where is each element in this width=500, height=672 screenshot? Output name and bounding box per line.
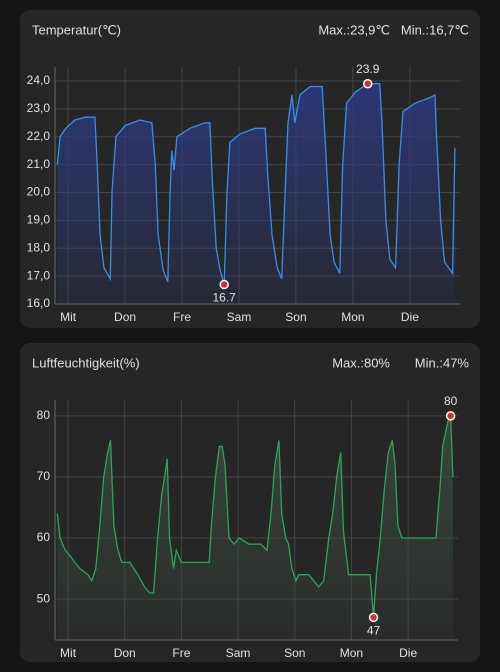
x-tick-label: Mit xyxy=(60,310,77,324)
y-tick-label: 50 xyxy=(37,591,51,605)
y-tick-label: 21,0 xyxy=(27,157,51,171)
min-label: Min.:47% xyxy=(415,355,470,370)
annotation-label: 80 xyxy=(444,394,458,408)
x-tick-label: Mit xyxy=(60,646,77,660)
y-tick-label: 23,0 xyxy=(27,101,51,115)
line xyxy=(56,415,454,618)
annotation-marker xyxy=(445,411,456,421)
y-tick-label: 80 xyxy=(37,408,51,422)
x-tick-label: Son xyxy=(284,646,305,660)
y-tick-label: 16,0 xyxy=(27,296,51,310)
chart-title: Luftfeuchtigkeit(%) xyxy=(32,355,140,370)
y-tick-label: 18,0 xyxy=(27,240,51,254)
x-tick-label: Fre xyxy=(172,646,190,660)
y-tick-label: 60 xyxy=(37,530,51,544)
chart-title: Temperatur(℃) xyxy=(32,22,121,37)
max-label: Max.:23,9℃ xyxy=(318,22,390,37)
y-tick-label: 19,0 xyxy=(27,213,51,227)
annotation-label: 16.7 xyxy=(212,291,236,305)
y-tick-label: 22,0 xyxy=(27,129,51,143)
max-label: Max.:80% xyxy=(332,355,390,370)
x-tick-label: Die xyxy=(399,646,417,660)
line xyxy=(56,83,456,285)
x-tick-label: Die xyxy=(401,310,419,324)
area xyxy=(57,83,455,304)
annotation-marker xyxy=(219,279,229,290)
x-tick-label: Sam xyxy=(226,646,251,660)
area xyxy=(57,415,453,640)
x-tick-label: Mon xyxy=(340,646,363,660)
y-tick-label: 20,0 xyxy=(27,185,51,199)
annotation-label: 47 xyxy=(367,624,381,638)
annotation-marker xyxy=(362,78,373,89)
x-tick-label: Don xyxy=(114,646,136,660)
y-tick-label: 24,0 xyxy=(27,73,51,87)
annotation-label: 23.9 xyxy=(356,62,380,76)
y-tick-label: 17,0 xyxy=(27,268,51,282)
x-tick-label: Fre xyxy=(173,310,191,324)
x-tick-label: Don xyxy=(114,310,136,324)
x-tick-label: Mon xyxy=(341,310,364,324)
annotation-marker xyxy=(368,612,379,623)
x-tick-label: Sam xyxy=(227,310,252,324)
y-tick-label: 70 xyxy=(37,469,51,483)
min-label: Min.:16,7℃ xyxy=(401,22,469,37)
x-tick-label: Son xyxy=(285,310,306,324)
